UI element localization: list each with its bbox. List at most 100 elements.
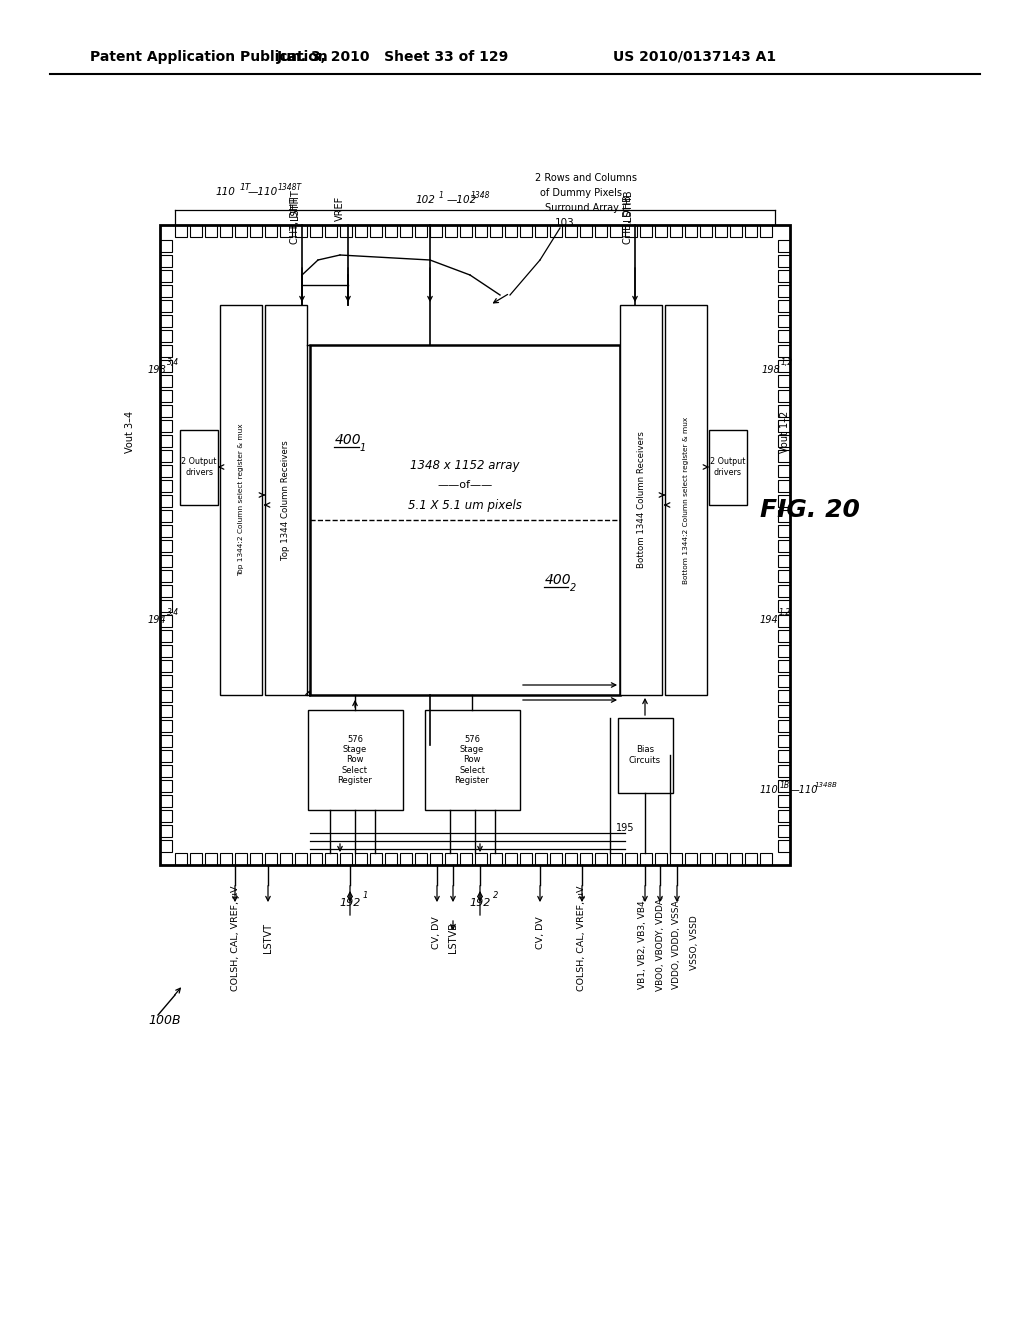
Bar — [778, 795, 790, 807]
Bar — [160, 766, 172, 777]
Bar — [160, 750, 172, 762]
Bar — [340, 853, 352, 865]
Bar — [160, 345, 172, 356]
Bar — [730, 853, 742, 865]
Bar — [160, 601, 172, 612]
Text: 3,4: 3,4 — [167, 609, 179, 618]
Text: 2 Output
drivers: 2 Output drivers — [711, 457, 745, 477]
Bar — [160, 735, 172, 747]
Bar — [580, 853, 592, 865]
Text: 400: 400 — [335, 433, 361, 447]
Bar — [778, 525, 790, 537]
Bar — [475, 224, 487, 238]
Bar — [160, 525, 172, 537]
Text: Bottom 1344 Column Receivers: Bottom 1344 Column Receivers — [637, 432, 645, 569]
Bar — [535, 224, 547, 238]
Bar — [415, 853, 427, 865]
Bar — [160, 630, 172, 642]
Bar — [160, 240, 172, 252]
Bar — [595, 853, 607, 865]
Bar — [160, 645, 172, 657]
Text: Bias
Circuits: Bias Circuits — [629, 746, 662, 764]
Bar — [620, 305, 662, 696]
Bar — [490, 853, 502, 865]
Bar — [709, 430, 746, 506]
Bar — [778, 540, 790, 552]
Bar — [595, 224, 607, 238]
Bar — [670, 853, 682, 865]
Text: 1,2: 1,2 — [781, 359, 794, 367]
Bar — [778, 705, 790, 717]
Text: 576
Stage
Row
Select
Register: 576 Stage Row Select Register — [338, 735, 373, 785]
Bar — [425, 710, 520, 810]
Text: 1,2: 1,2 — [779, 609, 792, 618]
Bar — [160, 705, 172, 717]
Bar — [778, 300, 790, 312]
Bar — [625, 853, 637, 865]
Text: 400: 400 — [545, 573, 571, 587]
Bar — [730, 224, 742, 238]
Bar — [160, 420, 172, 432]
Bar — [310, 345, 620, 696]
Bar — [685, 224, 697, 238]
Bar — [700, 224, 712, 238]
Bar — [310, 853, 322, 865]
Bar — [778, 375, 790, 387]
Bar — [160, 825, 172, 837]
Bar — [370, 853, 382, 865]
Bar — [310, 224, 322, 238]
Bar — [400, 853, 412, 865]
Text: 198: 198 — [762, 366, 780, 375]
Bar — [160, 375, 172, 387]
Bar — [220, 305, 262, 696]
Bar — [160, 436, 172, 447]
Bar — [778, 645, 790, 657]
Bar — [610, 853, 622, 865]
Bar — [778, 660, 790, 672]
Text: 2 Rows and Columns: 2 Rows and Columns — [535, 173, 637, 183]
Bar — [160, 719, 172, 733]
Text: 110: 110 — [215, 187, 234, 197]
Bar — [250, 224, 262, 238]
Text: LSTVB: LSTVB — [449, 923, 458, 953]
Bar — [778, 585, 790, 597]
Bar — [778, 735, 790, 747]
Bar — [778, 495, 790, 507]
Bar — [745, 224, 757, 238]
Bar — [400, 224, 412, 238]
Bar — [160, 389, 172, 403]
Bar — [460, 224, 472, 238]
Bar — [778, 480, 790, 492]
Bar — [505, 224, 517, 238]
Bar — [778, 630, 790, 642]
Bar — [778, 675, 790, 686]
Bar — [520, 224, 532, 238]
Text: 1: 1 — [362, 891, 369, 900]
Bar — [355, 224, 367, 238]
Text: 576
Stage
Row
Select
Register: 576 Stage Row Select Register — [455, 735, 489, 785]
Bar — [280, 224, 292, 238]
Text: CV, DV: CV, DV — [432, 916, 441, 949]
Bar — [460, 853, 472, 865]
Bar — [160, 615, 172, 627]
Bar — [760, 853, 772, 865]
Text: CHB, DHB: CHB, DHB — [623, 195, 633, 244]
Bar — [250, 853, 262, 865]
Bar — [778, 255, 790, 267]
Bar — [778, 360, 790, 372]
Bar — [670, 224, 682, 238]
Bar — [685, 853, 697, 865]
Bar — [475, 853, 487, 865]
Text: 5.1 X 5.1 um pixels: 5.1 X 5.1 um pixels — [408, 499, 522, 511]
Text: COLSH, CAL, VREF, μV: COLSH, CAL, VREF, μV — [578, 886, 587, 991]
Bar — [160, 810, 172, 822]
Bar — [778, 271, 790, 282]
Text: VB1, VB2, VB3, VB4,: VB1, VB2, VB3, VB4, — [639, 898, 647, 989]
Text: 2 Output
drivers: 2 Output drivers — [181, 457, 217, 477]
Bar — [655, 224, 667, 238]
Bar — [160, 315, 172, 327]
Text: Vout 3–4: Vout 3–4 — [125, 411, 135, 453]
Bar — [535, 853, 547, 865]
Bar — [778, 750, 790, 762]
Bar — [190, 224, 202, 238]
